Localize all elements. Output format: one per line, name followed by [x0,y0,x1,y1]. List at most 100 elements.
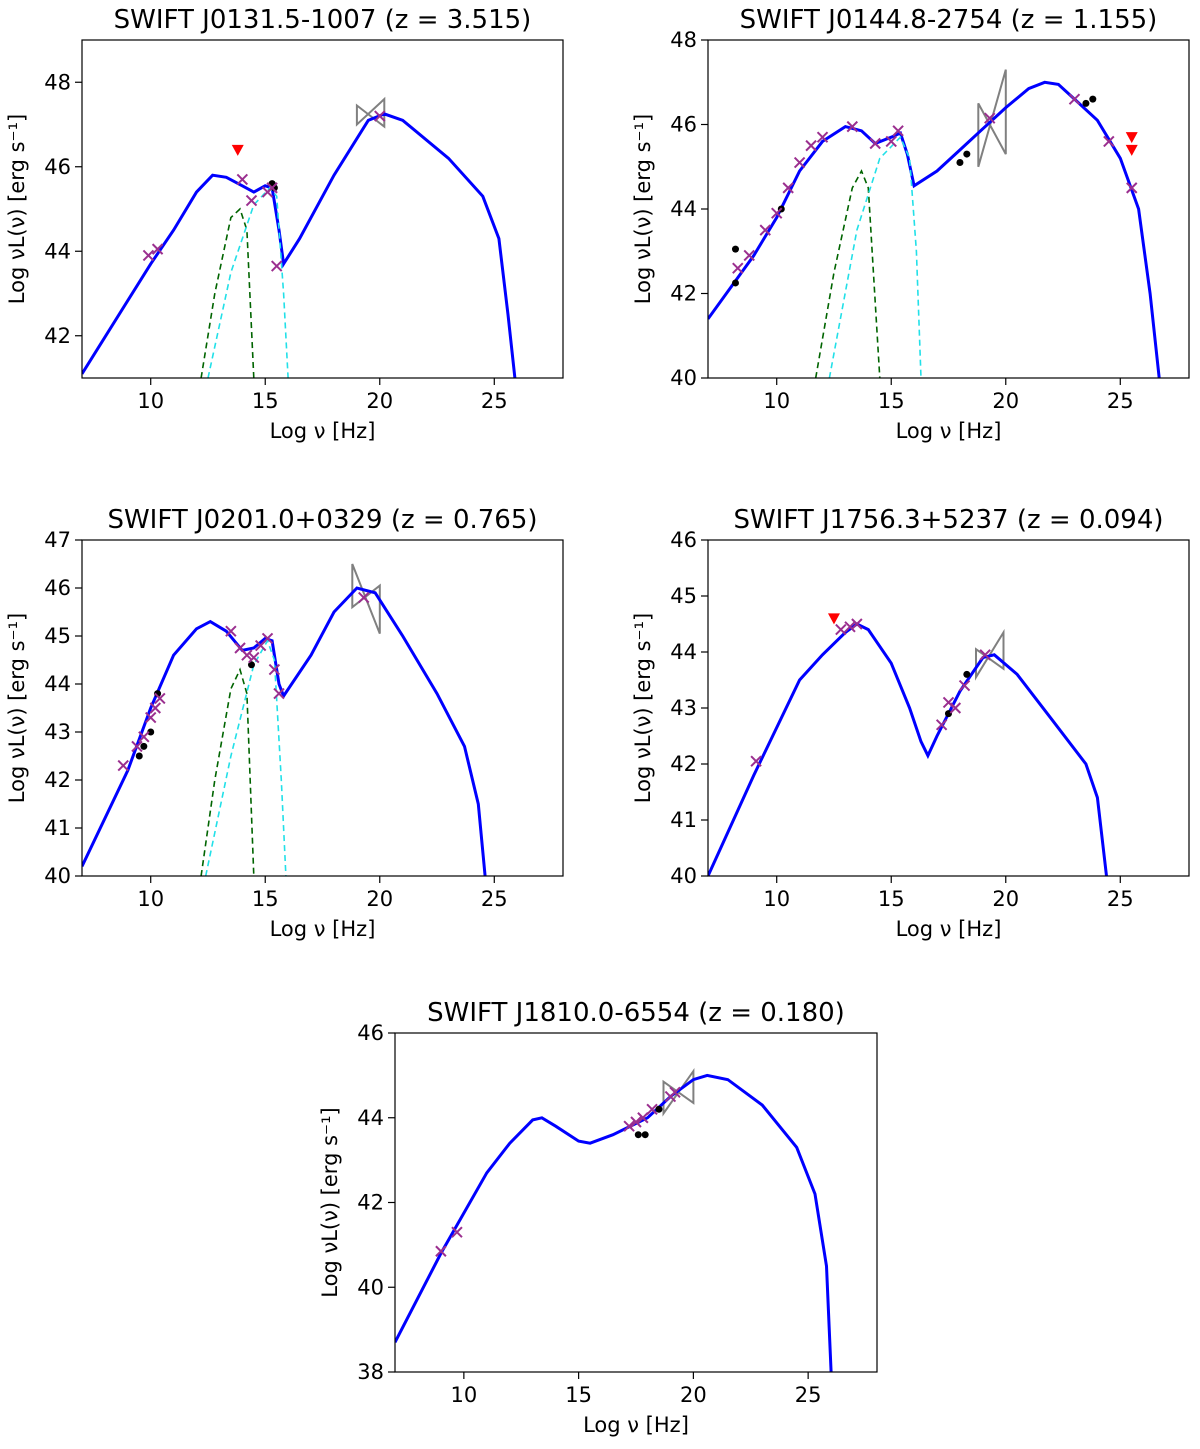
data-point [261,632,274,645]
data-point [117,759,129,772]
data-point [869,137,881,150]
data-point [374,110,386,122]
y-tick-label: 44 [44,239,71,263]
y-tick-label: 42 [44,324,71,348]
data-point [835,623,847,636]
model-line [708,622,1108,876]
data-point [630,1116,642,1128]
data-point [1103,135,1115,148]
data-point [358,591,370,604]
data-point [145,711,157,724]
upper-limit [1125,132,1138,144]
x-tick-label: 10 [450,1383,477,1407]
data-point [885,135,897,148]
data-point [731,245,739,253]
y-tick-label: 40 [670,366,697,390]
data-point [750,755,762,767]
marks [395,1067,833,1372]
upper-limit [827,613,840,625]
data-point [743,249,755,262]
data-point [958,679,971,692]
data-point [131,740,143,753]
y-axis-label: Log νL(ν) [erg s⁻¹] [631,613,655,803]
y-tick-label: 43 [44,720,71,744]
data-point [844,621,856,633]
y-tick-label: 42 [670,282,697,306]
y-tick-label: 46 [44,576,71,600]
x-axis-label: Log ν [Hz] [896,419,1002,443]
x-tick-label: 10 [137,389,164,413]
panel: SWIFT J1810.0-6554 (z = 0.180) Log ν [Hz]… [318,998,878,1437]
x-tick-label: 20 [366,887,393,911]
x-tick-label: 25 [1107,887,1134,911]
panel: SWIFT J0144.8-2754 (z = 1.155) Log ν [Hz]… [631,5,1190,443]
y-tick-label: 44 [357,1106,384,1130]
data-point [138,731,150,743]
data-point [270,260,283,272]
data-point [151,243,164,255]
data-point [646,1103,658,1115]
x-tick-label: 10 [137,887,164,911]
data-point [1082,99,1090,107]
model-line [82,586,487,876]
x-axis-label: Log ν [Hz] [270,917,376,941]
model-line [708,80,1161,378]
x-tick-label: 10 [763,389,790,413]
y-tick-label: 46 [357,1021,384,1045]
data-point [669,1086,681,1099]
data-point [135,752,143,760]
model-line [200,207,255,378]
y-tick-label: 44 [670,640,697,664]
data-point [641,1131,649,1139]
y-tick-label: 42 [670,752,697,776]
data-point [816,131,829,143]
x-tick-label: 25 [1107,389,1134,413]
data-point [1126,182,1138,194]
model-line [200,667,255,876]
y-tick-label: 42 [44,768,71,792]
x-tick-label: 15 [565,1383,592,1407]
data-point [782,182,794,194]
y-tick-label: 41 [670,808,697,832]
y-tick-label: 44 [44,672,71,696]
upper-limit [1125,144,1138,156]
data-point [979,649,991,661]
marks [82,96,517,378]
chart-title: SWIFT J0144.8-2754 (z = 1.155) [740,5,1158,35]
data-point [732,262,744,274]
data-point [273,687,285,700]
x-tick-label: 20 [992,389,1019,413]
y-tick-label: 47 [44,528,71,552]
bowtie [355,96,386,129]
data-point [935,719,948,731]
data-point [846,120,859,133]
data-point [1068,93,1081,105]
axes-frame [394,1032,878,1373]
model-line [204,638,287,876]
axes-frame [81,539,564,877]
panel: SWIFT J0201.0+0329 (z = 0.765) Log ν [Hz]… [5,505,564,941]
y-tick-label: 40 [44,864,71,888]
model-line [207,186,289,378]
x-tick-label: 15 [878,887,905,911]
chart-title: SWIFT J1756.3+5237 (z = 0.094) [733,505,1163,535]
y-tick-label: 45 [44,624,71,648]
data-point [949,702,962,714]
data-point [225,625,237,637]
axes-frame [707,39,1190,379]
x-tick-label: 15 [252,389,279,413]
bowtie [977,69,1007,168]
x-axis-label: Log ν [Hz] [270,419,376,443]
model-line [395,1073,833,1372]
chart-title: SWIFT J1810.0-6554 (z = 0.180) [427,998,845,1028]
data-point [984,112,996,124]
y-axis-label: Log νL(ν) [erg s⁻¹] [631,114,655,304]
y-tick-label: 48 [44,70,71,94]
model-line [828,135,922,378]
data-point [245,194,258,207]
upper-limit [231,144,244,156]
y-tick-label: 45 [670,584,697,608]
y-axis-label: Log νL(ν) [erg s⁻¹] [5,613,29,803]
y-tick-label: 48 [670,28,697,52]
x-tick-label: 15 [878,389,905,413]
